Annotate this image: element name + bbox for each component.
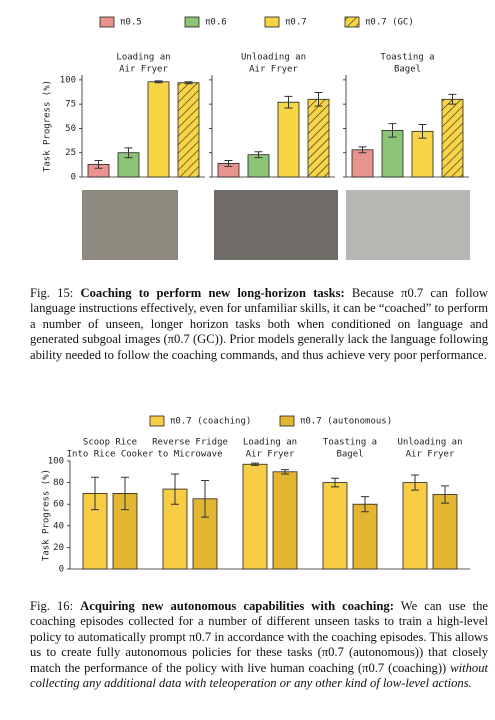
legend-label: π0.7 (coaching): [170, 417, 251, 427]
caption: Fig. 16: Acquiring new autonomous capabi…: [30, 599, 488, 691]
bar: [351, 149, 374, 178]
error-bar: [331, 477, 339, 488]
caption-heading: Coaching to perform new long-horizon tas…: [80, 286, 345, 300]
category-label: Loading an: [243, 438, 297, 448]
error-bar: [201, 479, 209, 518]
legend-swatch: [149, 415, 165, 427]
bar: [307, 98, 330, 178]
error-bar: [448, 93, 457, 105]
bar: [352, 503, 378, 570]
category-label: Bagel: [394, 65, 421, 75]
bar: [177, 82, 200, 178]
error-bar: [388, 123, 397, 138]
category-label: Toasting a: [380, 53, 434, 63]
y-tick-label: 50: [65, 124, 76, 134]
caption-body: Because π0.7 can follow language instruc…: [30, 286, 488, 362]
category-label: Air Fryer: [246, 450, 295, 460]
legend-label: π0.7: [285, 18, 307, 28]
caption: Fig. 15: Coaching to perform new long-ho…: [30, 286, 488, 363]
error-bar: [121, 476, 129, 511]
legend-swatch: [279, 415, 295, 427]
error-bar: [418, 124, 427, 139]
error-bar: [154, 80, 163, 84]
y-tick-label: 20: [53, 543, 64, 553]
error-bar: [358, 146, 367, 154]
y-tick-label: 0: [71, 173, 76, 183]
bar: [441, 98, 464, 178]
y-tick-label: 25: [65, 148, 76, 158]
photo: [214, 190, 338, 260]
category-label: Air Fryer: [119, 65, 168, 75]
y-axis-label: Task Progress (%): [42, 469, 52, 561]
bar: [272, 471, 298, 570]
error-bar: [411, 474, 419, 491]
bar: [242, 463, 268, 570]
category-label: Air Fryer: [406, 450, 455, 460]
bar: [277, 101, 300, 178]
bar: [432, 494, 458, 570]
error-bar: [94, 159, 103, 169]
legend-swatch: [264, 16, 280, 28]
bar: [322, 482, 348, 570]
category-label: Unloading an: [397, 438, 462, 448]
error-bar: [254, 151, 263, 159]
y-tick-label: 0: [59, 565, 64, 575]
caption-heading: Acquiring new autonomous capabilities wi…: [80, 599, 394, 613]
error-bar: [124, 147, 133, 159]
caption-label: Fig. 15:: [30, 286, 74, 300]
legend-label: π0.7 (GC): [365, 18, 414, 28]
legend-swatch: [344, 16, 360, 28]
legend-label: π0.7 (autonomous): [300, 417, 392, 427]
photos: [82, 190, 470, 260]
category-label: Reverse Fridge: [152, 438, 228, 448]
legend-label: π0.6: [205, 18, 227, 28]
error-bar: [284, 95, 293, 109]
error-bar: [441, 485, 449, 504]
bar: [147, 81, 170, 178]
photo: [346, 190, 470, 260]
bar: [162, 488, 188, 570]
category-label: Air Fryer: [249, 65, 298, 75]
category-label: Scoop Rice: [83, 438, 137, 448]
error-bar: [184, 81, 193, 85]
y-tick-label: 80: [53, 478, 64, 488]
error-bar: [171, 473, 179, 505]
error-bar: [224, 159, 233, 167]
y-tick-label: 100: [48, 457, 64, 467]
category-label: Unloading an: [241, 53, 306, 63]
category-label: Toasting a: [323, 438, 377, 448]
caption-emphasis: without collecting any additional data w…: [30, 660, 488, 691]
y-tick-label: 40: [53, 521, 64, 531]
legend-swatch: [99, 16, 115, 28]
error-bar: [251, 462, 259, 466]
y-tick-label: 60: [53, 500, 64, 510]
y-axis-label: Task Progress (%): [43, 80, 53, 172]
legend-swatch: [184, 16, 200, 28]
caption-body: We can use the coaching episodes collect…: [30, 599, 489, 675]
bar: [402, 482, 428, 570]
category-label: Into Rice Cooker: [67, 450, 154, 460]
error-bar: [361, 496, 369, 513]
category-label: to Microwave: [157, 450, 222, 460]
error-bar: [91, 476, 99, 511]
category-label: Bagel: [336, 450, 363, 460]
category-label: Loading an: [116, 53, 170, 63]
error-bar: [314, 91, 323, 107]
y-tick-label: 75: [65, 100, 76, 110]
legend-label: π0.5: [120, 18, 142, 28]
caption-label: Fig. 16:: [30, 599, 74, 613]
error-bar: [281, 469, 289, 475]
y-tick-label: 100: [60, 75, 76, 85]
photo: [82, 190, 178, 260]
